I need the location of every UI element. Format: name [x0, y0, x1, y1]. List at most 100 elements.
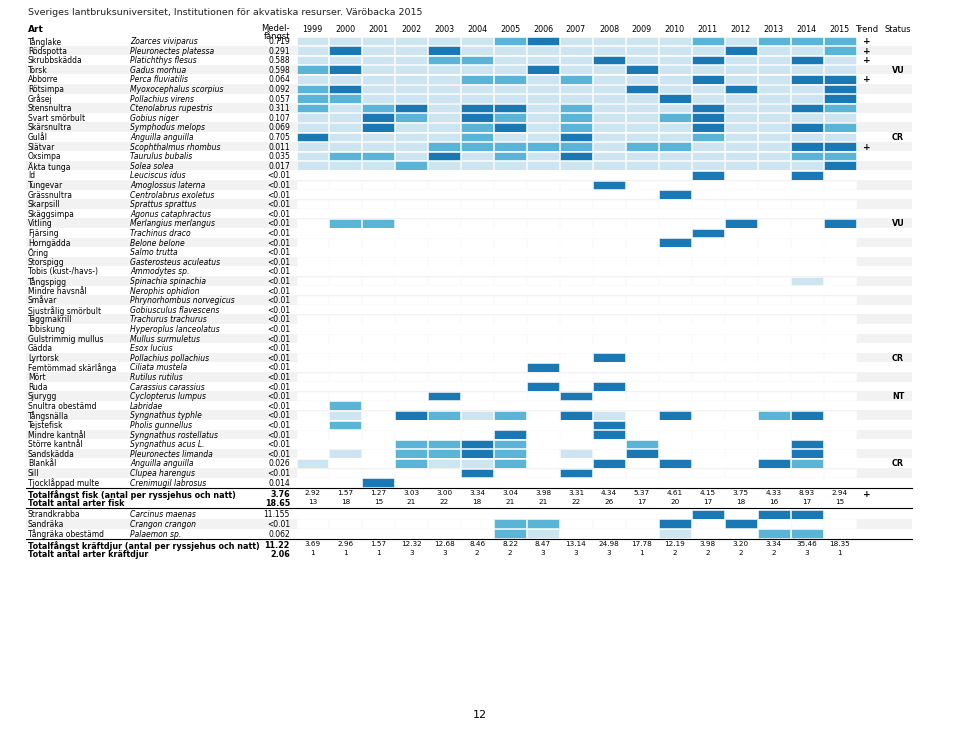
- Bar: [757, 334, 790, 343]
- Bar: [527, 325, 559, 333]
- Bar: [626, 363, 658, 372]
- Bar: [824, 421, 855, 429]
- Bar: [626, 529, 658, 538]
- Bar: [494, 161, 526, 170]
- Bar: [26, 55, 912, 65]
- Bar: [626, 46, 658, 55]
- Bar: [824, 190, 855, 199]
- Bar: [428, 114, 460, 122]
- Bar: [494, 295, 526, 304]
- Bar: [362, 363, 395, 372]
- Bar: [626, 171, 658, 180]
- Text: Mindre havsnål: Mindre havsnål: [28, 287, 86, 295]
- Bar: [659, 421, 691, 429]
- Text: 24.98: 24.98: [599, 541, 619, 547]
- Bar: [428, 401, 460, 410]
- Bar: [527, 382, 559, 391]
- Bar: [791, 306, 823, 314]
- Bar: [791, 363, 823, 372]
- Bar: [396, 391, 427, 400]
- Bar: [527, 520, 559, 528]
- Bar: [461, 229, 493, 237]
- Bar: [791, 295, 823, 304]
- Bar: [757, 56, 790, 65]
- Bar: [593, 510, 625, 518]
- Bar: [362, 510, 395, 518]
- Bar: [626, 295, 658, 304]
- Bar: [494, 142, 526, 151]
- Bar: [329, 478, 361, 487]
- Bar: [824, 65, 855, 74]
- Text: Totalt antal arter kräftdjur: Totalt antal arter kräftdjur: [28, 550, 149, 559]
- Bar: [494, 248, 526, 257]
- Text: 0.017: 0.017: [268, 162, 290, 171]
- Bar: [824, 161, 855, 170]
- Bar: [593, 238, 625, 247]
- Text: 20: 20: [670, 499, 680, 505]
- Bar: [461, 295, 493, 304]
- Bar: [362, 37, 395, 45]
- Text: <0.01: <0.01: [267, 520, 290, 529]
- Bar: [791, 123, 823, 131]
- Bar: [362, 411, 395, 419]
- Bar: [560, 529, 592, 538]
- Text: 0.011: 0.011: [269, 143, 290, 152]
- Bar: [428, 478, 460, 487]
- Text: <0.01: <0.01: [267, 373, 290, 382]
- Bar: [757, 267, 790, 276]
- Text: Status: Status: [885, 25, 911, 34]
- Text: fångst: fångst: [263, 31, 290, 41]
- Bar: [329, 430, 361, 438]
- Bar: [659, 142, 691, 151]
- Text: 3.20: 3.20: [732, 541, 749, 547]
- Bar: [461, 248, 493, 257]
- Text: 3: 3: [409, 550, 414, 556]
- Text: Anguilla anguilla: Anguilla anguilla: [130, 460, 194, 468]
- Text: 1.27: 1.27: [371, 490, 387, 496]
- Bar: [297, 190, 328, 199]
- Bar: [791, 510, 823, 518]
- Bar: [461, 133, 493, 141]
- Bar: [461, 103, 493, 112]
- Bar: [494, 94, 526, 103]
- Bar: [461, 449, 493, 458]
- Bar: [396, 286, 427, 295]
- Bar: [461, 325, 493, 333]
- Bar: [297, 152, 328, 161]
- Bar: [428, 529, 460, 538]
- Bar: [824, 363, 855, 372]
- Bar: [396, 306, 427, 314]
- Text: Esox lucius: Esox lucius: [130, 345, 173, 353]
- Bar: [791, 529, 823, 538]
- Bar: [560, 257, 592, 266]
- Bar: [757, 133, 790, 141]
- Bar: [593, 142, 625, 151]
- Text: Mindre kantnål: Mindre kantnål: [28, 430, 85, 440]
- Bar: [791, 449, 823, 458]
- Bar: [396, 510, 427, 518]
- Text: 2: 2: [475, 550, 479, 556]
- Text: 0.069: 0.069: [268, 123, 290, 133]
- Bar: [692, 295, 724, 304]
- Text: 21: 21: [506, 499, 515, 505]
- Bar: [757, 161, 790, 170]
- Bar: [593, 430, 625, 438]
- Bar: [626, 478, 658, 487]
- Bar: [527, 133, 559, 141]
- Bar: [593, 37, 625, 45]
- Bar: [527, 257, 559, 266]
- Bar: [494, 123, 526, 131]
- Bar: [362, 459, 395, 468]
- Text: <0.01: <0.01: [267, 402, 290, 410]
- Text: 3: 3: [442, 550, 446, 556]
- Text: 12: 12: [473, 710, 487, 720]
- Bar: [560, 152, 592, 161]
- Bar: [593, 229, 625, 237]
- Bar: [626, 334, 658, 343]
- Text: Pleuronectes platessa: Pleuronectes platessa: [130, 47, 214, 56]
- Bar: [329, 276, 361, 285]
- Bar: [725, 75, 756, 84]
- Bar: [725, 56, 756, 65]
- Bar: [297, 56, 328, 65]
- Bar: [791, 421, 823, 429]
